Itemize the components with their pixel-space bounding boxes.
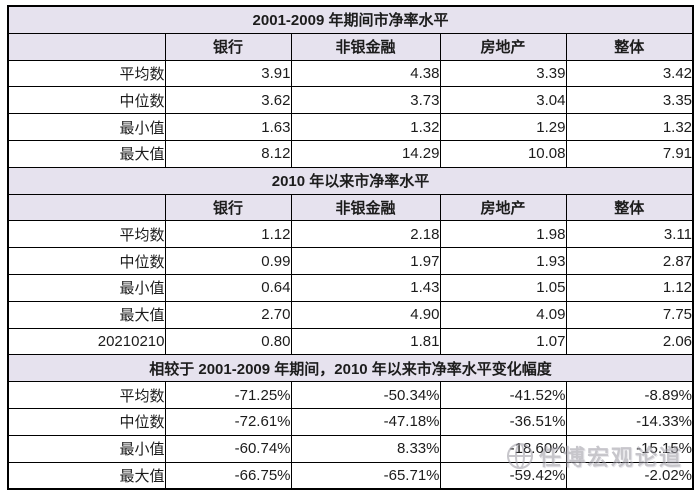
table-row: 中位数 3.62 3.73 3.04 3.35	[7, 86, 694, 115]
row-label: 最大值	[7, 300, 166, 329]
section-title: 2010 年以来市净率水平	[7, 166, 694, 195]
cell-value: 0.64	[164, 273, 292, 302]
cell-value: 4.90	[290, 300, 441, 329]
column-header: 非银金融	[290, 193, 441, 222]
row-label: 最小值	[7, 434, 166, 463]
table-row: 中位数 0.99 1.97 1.93 2.87	[7, 247, 694, 275]
cell-value: -14.33%	[565, 407, 694, 436]
cell-value: 1.98	[439, 220, 567, 249]
cell-value: -15.15%	[565, 434, 694, 463]
row-label: 20210210	[7, 327, 166, 356]
section-title: 2001-2009 年期间市净率水平	[7, 5, 694, 34]
table-row: 最小值 0.64 1.43 1.05 1.12	[7, 273, 694, 302]
cell-value: -8.89%	[565, 381, 694, 409]
cell-value: 2.70	[164, 300, 292, 329]
row-label: 中位数	[7, 407, 166, 436]
column-header: 银行	[164, 32, 292, 61]
table-row: 20210210 0.80 1.81 1.07 2.06	[7, 327, 694, 356]
column-header: 房地产	[439, 193, 567, 222]
column-header-row-1: 银行 非银金融 房地产 整体	[7, 193, 694, 222]
cell-value: -71.25%	[164, 381, 292, 409]
cell-value: 3.42	[565, 59, 694, 88]
row-label: 最小值	[7, 273, 166, 302]
section-title: 相较于 2001-2009 年期间，2010 年以来市净率水平变化幅度	[7, 354, 694, 383]
cell-value: 1.32	[565, 113, 694, 141]
cell-value: 1.43	[290, 273, 441, 302]
cell-value: 1.12	[565, 273, 694, 302]
cell-value: -50.34%	[290, 381, 441, 409]
cell-value: 3.62	[164, 86, 292, 115]
row-label: 最大值	[7, 139, 166, 168]
table-row: 中位数 -72.61% -47.18% -36.51% -14.33%	[7, 407, 694, 436]
row-label: 最大值	[7, 461, 166, 490]
cell-value: 14.29	[290, 139, 441, 168]
column-header-blank	[7, 32, 166, 61]
cell-value: 1.05	[439, 273, 567, 302]
column-header: 房地产	[439, 32, 567, 61]
cell-value: 1.29	[439, 113, 567, 141]
cell-value: 4.38	[290, 59, 441, 88]
cell-value: -2.02%	[565, 461, 694, 490]
column-header: 整体	[565, 32, 694, 61]
table-row: 平均数 -71.25% -50.34% -41.52% -8.89%	[7, 381, 694, 409]
section-title-row-0: 2001-2009 年期间市净率水平	[7, 5, 694, 34]
cell-value: 1.81	[290, 327, 441, 356]
cell-value: 1.63	[164, 113, 292, 141]
row-label: 中位数	[7, 86, 166, 115]
cell-value: -65.71%	[290, 461, 441, 490]
cell-value: -59.42%	[439, 461, 567, 490]
cell-value: 3.91	[164, 59, 292, 88]
cell-value: 7.75	[565, 300, 694, 329]
cell-value: -41.52%	[439, 381, 567, 409]
cell-value: 2.18	[290, 220, 441, 249]
table-row: 平均数 3.91 4.38 3.39 3.42	[7, 59, 694, 88]
cell-value: 3.04	[439, 86, 567, 115]
row-label: 中位数	[7, 247, 166, 275]
row-label: 平均数	[7, 59, 166, 88]
cell-value: -47.18%	[290, 407, 441, 436]
table-row: 最小值 -60.74% 8.33% -18.60% -15.15%	[7, 434, 694, 463]
column-header-blank	[7, 193, 166, 222]
cell-value: 7.91	[565, 139, 694, 168]
cell-value: 1.93	[439, 247, 567, 275]
cell-value: 0.80	[164, 327, 292, 356]
cell-value: 10.08	[439, 139, 567, 168]
table-row: 最大值 8.12 14.29 10.08 7.91	[7, 139, 694, 168]
cell-value: 8.12	[164, 139, 292, 168]
column-header: 非银金融	[290, 32, 441, 61]
table-row: 最大值 2.70 4.90 4.09 7.75	[7, 300, 694, 329]
row-label: 平均数	[7, 220, 166, 249]
cell-value: -66.75%	[164, 461, 292, 490]
cell-value: 1.07	[439, 327, 567, 356]
cell-value: 1.97	[290, 247, 441, 275]
cell-value: -18.60%	[439, 434, 567, 463]
table-row: 最大值 -66.75% -65.71% -59.42% -2.02%	[7, 461, 694, 490]
cell-value: -60.74%	[164, 434, 292, 463]
cell-value: -36.51%	[439, 407, 567, 436]
table-row: 平均数 1.12 2.18 1.98 3.11	[7, 220, 694, 249]
cell-value: 8.33%	[290, 434, 441, 463]
cell-value: 0.99	[164, 247, 292, 275]
cell-value: 3.39	[439, 59, 567, 88]
section-title-row-2: 相较于 2001-2009 年期间，2010 年以来市净率水平变化幅度	[7, 354, 694, 383]
column-header-row-0: 银行 非银金融 房地产 整体	[7, 32, 694, 61]
cell-value: 3.35	[565, 86, 694, 115]
cell-value: 2.06	[565, 327, 694, 356]
cell-value: 4.09	[439, 300, 567, 329]
section-title-row-1: 2010 年以来市净率水平	[7, 166, 694, 195]
column-header: 整体	[565, 193, 694, 222]
pb-ratio-table: 2001-2009 年期间市净率水平 银行 非银金融 房地产 整体 平均数 3.91 4.38…	[7, 5, 695, 490]
cell-value: 3.11	[565, 220, 694, 249]
cell-value: 1.12	[164, 220, 292, 249]
column-header: 银行	[164, 193, 292, 222]
row-label: 平均数	[7, 381, 166, 409]
row-label: 最小值	[7, 113, 166, 141]
cell-value: 3.73	[290, 86, 441, 115]
cell-value: 2.87	[565, 247, 694, 275]
table-row: 最小值 1.63 1.32 1.29 1.32	[7, 113, 694, 141]
cell-value: -72.61%	[164, 407, 292, 436]
cell-value: 1.32	[290, 113, 441, 141]
